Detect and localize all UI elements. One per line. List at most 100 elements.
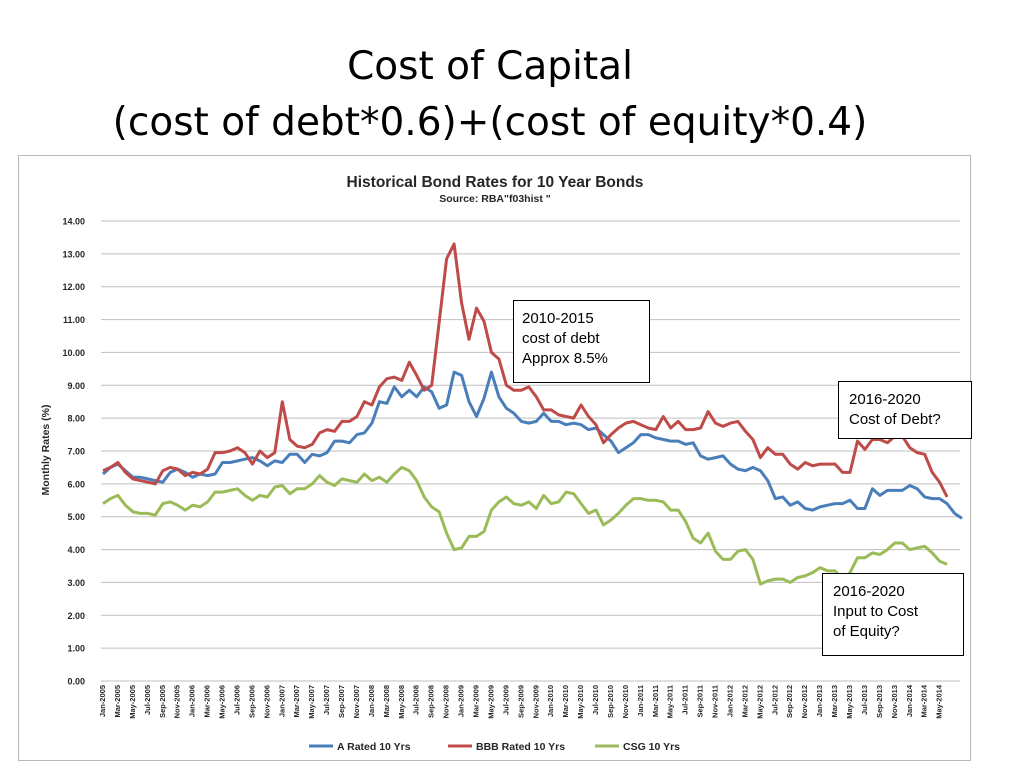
x-tick-label: Nov-2005 xyxy=(173,685,182,718)
series-line xyxy=(102,370,963,520)
x-tick-label: Mar-2009 xyxy=(472,685,481,718)
x-tick-label: May-2012 xyxy=(755,685,764,719)
x-tick-label: Jul-2009 xyxy=(501,685,510,715)
x-tick-label: Mar-2007 xyxy=(292,685,301,718)
y-tick-label: 1.00 xyxy=(67,644,85,654)
y-tick-label: 9.00 xyxy=(67,381,85,391)
grid-lines xyxy=(101,220,960,682)
x-tick-label: Mar-2006 xyxy=(203,685,212,718)
x-tick-label: May-2006 xyxy=(218,685,227,719)
y-tick-label: 11.00 xyxy=(63,315,85,325)
slide-subtitle-formula: (cost of debt*0.6)+(cost of equity*0.4) xyxy=(112,100,868,145)
annotation-cost-of-equity-input: 2016-2020 Input to Cost of Equity? xyxy=(822,573,964,656)
y-tick-label: 13.00 xyxy=(62,249,85,259)
x-tick-label: May-2010 xyxy=(576,685,585,719)
y-tick-label: 0.00 xyxy=(67,677,85,687)
x-tick-label: May-2008 xyxy=(397,685,406,719)
y-tick-label: 12.00 xyxy=(62,282,85,292)
annotation-line: of Equity? xyxy=(833,623,900,640)
y-tick-label: 5.00 xyxy=(67,512,85,522)
x-tick-label: Nov-2010 xyxy=(621,685,630,718)
x-tick-label: Nov-2006 xyxy=(262,685,271,718)
annotation-line: 2016-2020 xyxy=(833,583,905,600)
x-tick-label: Nov-2009 xyxy=(531,685,540,718)
x-tick-label: Mar-2010 xyxy=(561,685,570,718)
x-tick-label: Sep-2007 xyxy=(337,685,346,718)
y-axis-label: Monthly Rates (%) xyxy=(40,404,52,495)
x-tick-label: Mar-2005 xyxy=(113,685,122,718)
x-tick-label: Sep-2012 xyxy=(785,685,794,718)
legend-label: CSG 10 Yrs xyxy=(623,741,680,753)
annotation-line: 2016-2020 xyxy=(849,391,921,408)
x-tick-label: Jul-2005 xyxy=(143,685,152,715)
annotation-cost-of-debt-2016-2020: 2016-2020 Cost of Debt? xyxy=(838,381,972,439)
x-tick-label: Jul-2007 xyxy=(322,685,331,715)
x-axis-ticks: Jan-2005 Mar-2005 May-2005 Jul-2005 Sep-2005… xyxy=(98,684,944,719)
y-tick-label: 4.00 xyxy=(67,545,85,555)
x-tick-label: Mar-2013 xyxy=(830,685,839,718)
x-tick-label: Sep-2009 xyxy=(516,685,525,718)
x-tick-label: May-2007 xyxy=(307,685,316,719)
x-tick-label: Jan-2008 xyxy=(367,685,376,717)
x-tick-label: Jul-2012 xyxy=(770,685,779,715)
x-tick-label: Nov-2012 xyxy=(800,685,809,718)
x-tick-label: May-2014 xyxy=(935,684,944,719)
x-tick-label: Jan-2014 xyxy=(905,684,914,717)
x-tick-label: Mar-2014 xyxy=(920,684,929,717)
y-axis-ticks: 0.00 1.00 2.00 3.00 4.00 5.00 6.00 7.00 8.00 9.00… xyxy=(62,217,85,687)
series-line xyxy=(102,465,948,586)
x-tick-label: May-2005 xyxy=(128,685,137,719)
series-line xyxy=(102,242,949,498)
chart-source: Source: RBA"f03hist " xyxy=(439,193,550,205)
x-tick-label: May-2009 xyxy=(486,685,495,719)
x-tick-label: Jan-2012 xyxy=(725,685,734,717)
x-tick-label: Jan-2005 xyxy=(98,685,107,717)
x-tick-label: May-2013 xyxy=(845,685,854,719)
annotation-line: Cost of Debt? xyxy=(849,411,941,428)
x-tick-label: Mar-2008 xyxy=(382,685,391,718)
annotation-line: cost of debt xyxy=(522,330,600,347)
x-tick-label: Jul-2010 xyxy=(591,685,600,715)
x-tick-label: Nov-2011 xyxy=(711,685,720,718)
x-tick-label: Jan-2013 xyxy=(815,685,824,717)
annotation-line: 2010-2015 xyxy=(522,310,594,327)
x-tick-label: Sep-2008 xyxy=(427,685,436,718)
x-tick-label: Sep-2013 xyxy=(875,685,884,718)
x-tick-label: Jan-2007 xyxy=(277,685,286,717)
x-tick-label: May-2011 xyxy=(666,685,675,718)
x-tick-label: Nov-2008 xyxy=(442,685,451,718)
x-tick-label: Jan-2010 xyxy=(546,685,555,717)
slide-title: Cost of Capital xyxy=(347,44,633,89)
x-tick-label: Mar-2012 xyxy=(740,685,749,718)
y-tick-label: 10.00 xyxy=(62,348,85,358)
x-tick-label: Sep-2005 xyxy=(158,685,167,718)
x-tick-label: Nov-2007 xyxy=(352,685,361,718)
bond-rates-chart: Historical Bond Rates for 10 Year Bonds … xyxy=(40,174,963,753)
x-tick-label: Sep-2011 xyxy=(696,685,705,718)
y-tick-label: 14.00 xyxy=(62,217,85,227)
x-tick-label: Jul-2006 xyxy=(232,685,241,715)
y-tick-label: 6.00 xyxy=(67,479,85,489)
x-tick-label: Jan-2006 xyxy=(188,685,197,717)
legend-label: BBB Rated 10 Yrs xyxy=(476,741,565,753)
legend: A Rated 10 Yrs BBB Rated 10 Yrs CSG 10 Yrs xyxy=(309,741,680,753)
legend-label: A Rated 10 Yrs xyxy=(337,741,411,753)
x-tick-label: Sep-2006 xyxy=(247,685,256,718)
x-tick-label: Jul-2013 xyxy=(860,685,869,715)
x-tick-label: Jul-2011 xyxy=(681,685,690,715)
annotation-line: Input to Cost xyxy=(833,603,919,620)
y-tick-label: 7.00 xyxy=(67,447,85,457)
x-tick-label: Jul-2008 xyxy=(412,685,421,715)
x-tick-label: Nov-2013 xyxy=(890,685,899,718)
chart-frame: Historical Bond Rates for 10 Year Bonds … xyxy=(18,155,971,761)
x-tick-label: Mar-2011 xyxy=(651,685,660,717)
y-tick-label: 8.00 xyxy=(67,414,85,424)
x-tick-label: Jan-2009 xyxy=(457,685,466,717)
annotation-cost-of-debt-2010-2015: 2010-2015 cost of debt Approx 8.5% xyxy=(513,300,650,383)
y-tick-label: 3.00 xyxy=(67,578,85,588)
x-tick-label: Sep-2010 xyxy=(606,685,615,718)
y-tick-label: 2.00 xyxy=(67,611,85,621)
x-tick-label: Jan-2011 xyxy=(636,685,645,717)
chart-title: Historical Bond Rates for 10 Year Bonds xyxy=(347,174,644,191)
annotation-line: Approx 8.5% xyxy=(522,350,608,367)
